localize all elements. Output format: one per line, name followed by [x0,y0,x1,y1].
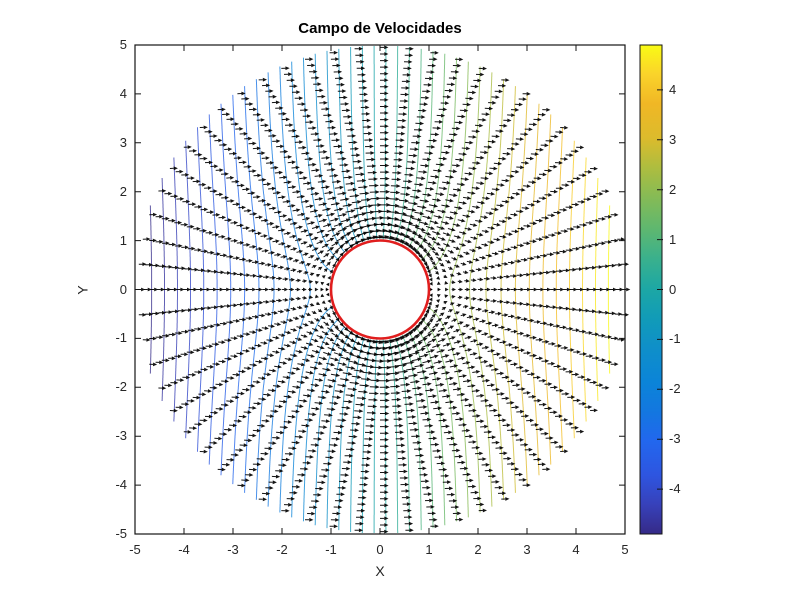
y-tick-label: -1 [115,330,127,346]
contour-line [414,326,446,526]
contour-line [382,339,387,533]
contour-line [314,326,346,526]
y-tick-label: 5 [119,37,127,52]
x-tick-label: 4 [572,542,580,557]
colorbar-tick-marks [657,89,663,490]
x-tick-label: 3 [523,542,531,557]
x-tick-label: -2 [276,542,288,557]
cylinder-circle [329,239,431,340]
colorbar-tick-label: 1 [669,231,677,247]
y-tick-label: 0 [119,281,127,297]
colorbar-tick-label: -1 [669,331,681,347]
y-tick-label: -2 [115,379,127,395]
y-tick-label: -3 [115,428,127,444]
contour-line [395,47,410,242]
colorbar-tick-label: 3 [669,131,677,147]
contour-line [326,331,352,529]
contour-line [414,53,446,253]
contour-line [314,53,346,253]
contour-line [427,61,469,273]
colorbar-tick-label: -4 [669,481,681,497]
contour-line [401,334,422,531]
x-tick-label: 1 [425,542,433,557]
contour-line [373,339,378,533]
contour-line [382,46,387,240]
colorbar-tick-label: -3 [669,431,681,447]
contour-line [420,318,458,522]
x-tick-label: 0 [376,542,384,557]
y-tick-label: -5 [115,526,127,541]
x-tick-label: -4 [178,542,190,557]
quiver-arrows-layer [137,45,631,534]
x-tick-label: 2 [474,542,482,557]
x-tick-label: 5 [621,542,629,557]
contour-line [389,339,399,533]
x-tick-label: -5 [129,542,141,557]
colorbar-tick-label: 2 [669,181,677,197]
y-tick-label: 4 [119,85,127,101]
contour-line [361,339,371,533]
contour-line [420,57,458,261]
x-tick-label: -1 [325,542,337,557]
y-tick-label: 3 [119,134,127,150]
x-tick-label: -3 [227,542,239,557]
contour-line [326,50,352,248]
plot-title: Campo de Velocidades [298,20,462,37]
colorbar-tick-label: 0 [669,281,677,297]
colorbar-tick-label: 4 [669,81,677,97]
contour-line [395,337,410,532]
y-tick-label: 2 [119,183,127,199]
y-tick-label: 1 [119,232,127,248]
contour-line [373,46,378,240]
y-tick-label: -4 [115,477,127,493]
contour-line [427,306,469,518]
x-axis-label: X [375,563,385,579]
contour-line [361,46,371,240]
contour-line [401,48,422,245]
contour-line [389,46,399,240]
axis-tick-marks [134,44,626,535]
colorbar-tick-label: -2 [669,381,681,397]
contour-line [350,47,365,242]
contour-line [449,66,481,513]
contour-line [350,337,365,532]
